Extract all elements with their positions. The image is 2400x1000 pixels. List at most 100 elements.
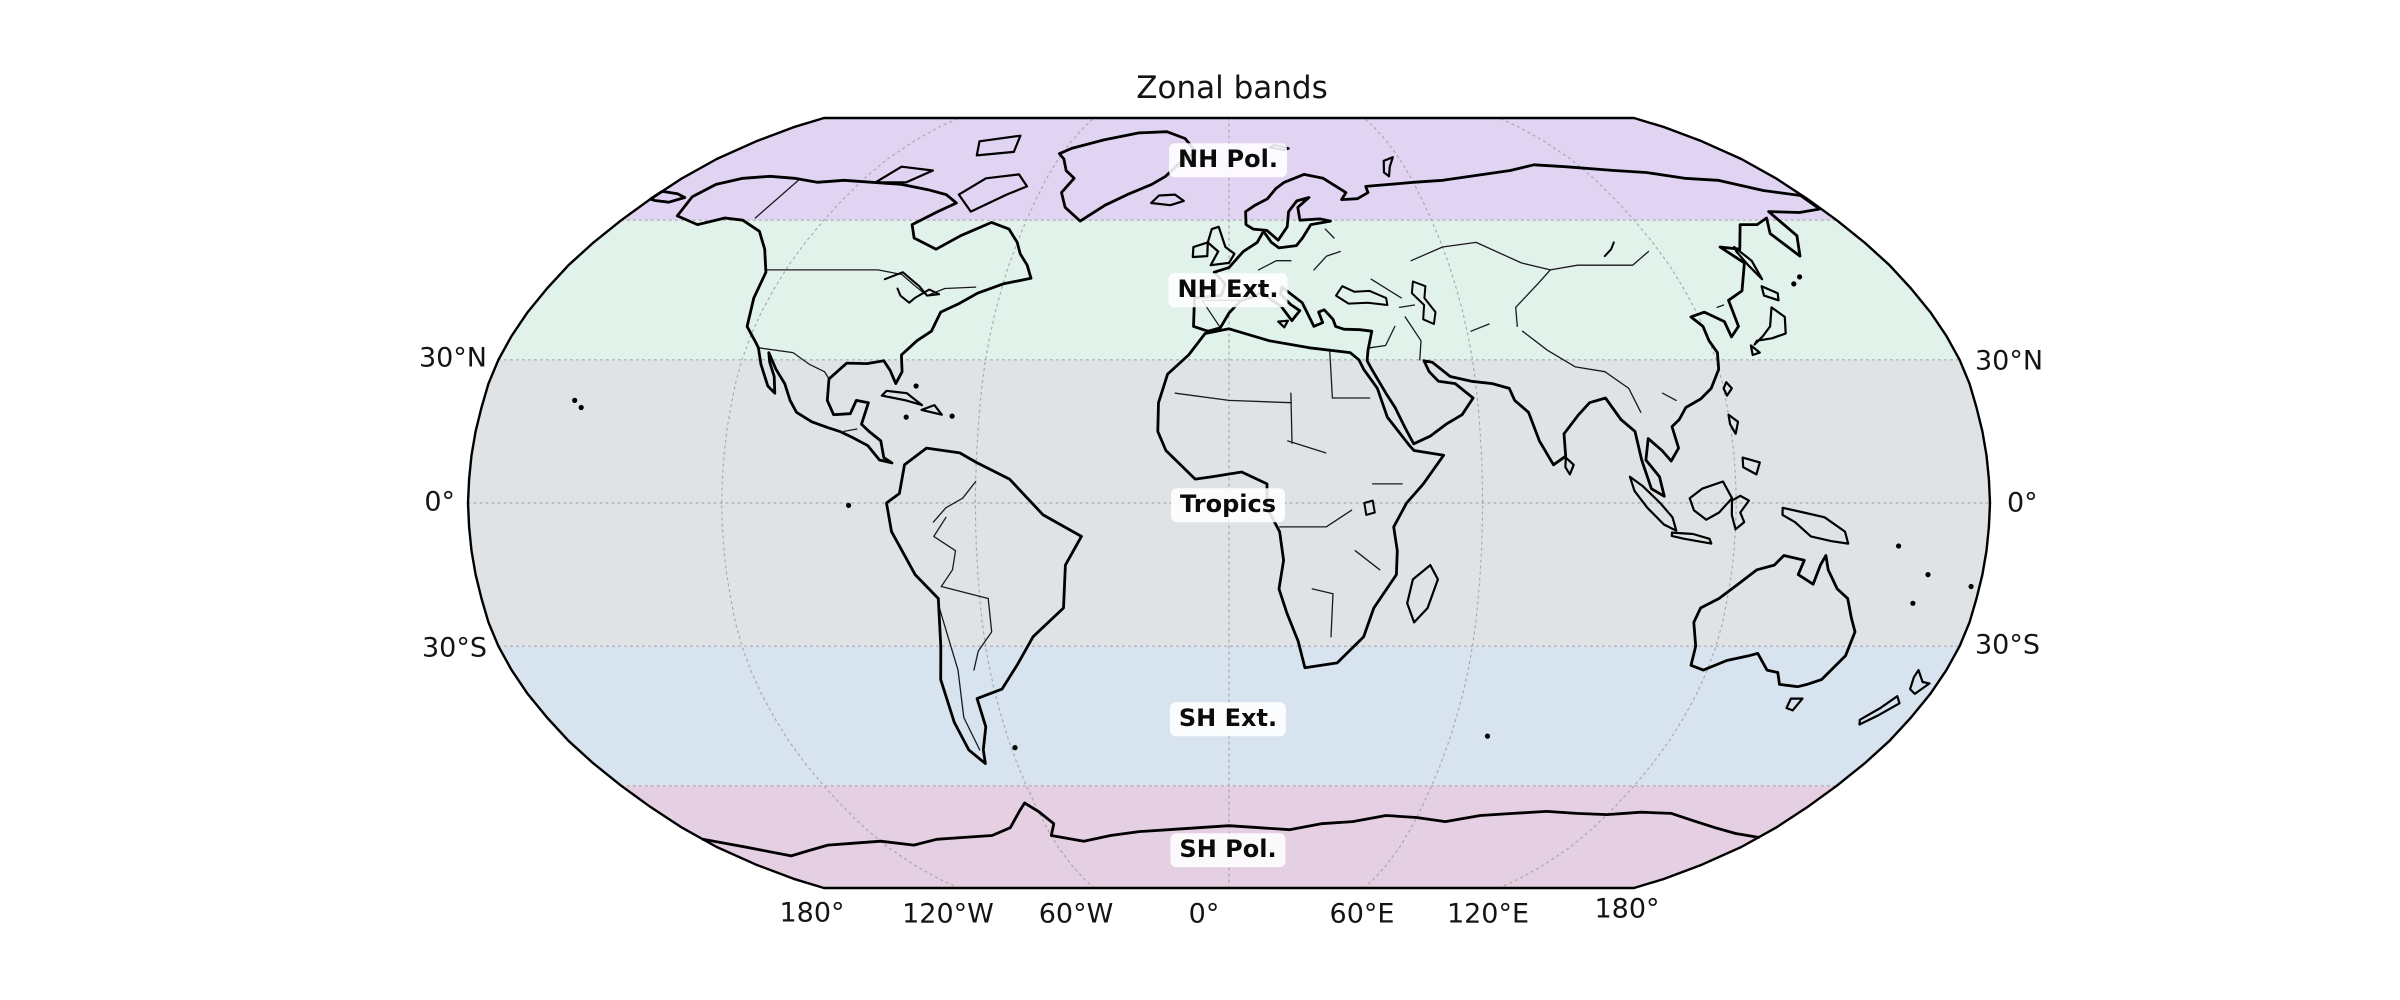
coastline bbox=[1406, 564, 1439, 624]
band-label-sh-ext: SH Ext. bbox=[1169, 702, 1287, 736]
meridian-gridline bbox=[721, 117, 960, 889]
map-boundary bbox=[466, 116, 1992, 890]
lat-tick-right-30n: 30°N bbox=[1975, 345, 2044, 377]
coastline bbox=[957, 173, 1029, 213]
graticule bbox=[467, 117, 1991, 889]
coastline bbox=[1628, 475, 1678, 532]
country-border bbox=[1369, 325, 1396, 349]
coastline bbox=[1730, 494, 1750, 531]
country-border bbox=[932, 480, 977, 523]
coastline bbox=[1753, 306, 1787, 346]
country-border bbox=[1404, 316, 1422, 361]
band-label-nh-ext: NH Ext. bbox=[1168, 273, 1288, 307]
coastline bbox=[1733, 245, 1764, 281]
island-dot bbox=[903, 414, 909, 420]
country-border bbox=[1279, 509, 1353, 528]
island-dot bbox=[578, 404, 584, 411]
meridian-gridline bbox=[1498, 117, 1737, 889]
small-islands bbox=[572, 274, 1974, 751]
coastline bbox=[1689, 554, 1857, 689]
country-border bbox=[973, 597, 993, 671]
island-dot bbox=[1968, 583, 1974, 590]
island-dot bbox=[1797, 274, 1803, 280]
coastline bbox=[1150, 193, 1185, 207]
coastline bbox=[1058, 130, 1198, 223]
country-border bbox=[1398, 304, 1416, 309]
country-border bbox=[938, 607, 981, 751]
lat-tick-right-0: 0° bbox=[2007, 487, 2038, 519]
coastline bbox=[1277, 319, 1289, 329]
coastline bbox=[1785, 697, 1804, 712]
country-border bbox=[1604, 371, 1642, 413]
inland-seas bbox=[883, 241, 1615, 516]
coastline bbox=[880, 389, 924, 407]
lake-outline bbox=[1410, 280, 1437, 325]
country-border bbox=[766, 269, 977, 297]
meridian-gridline bbox=[974, 117, 1095, 889]
lon-tick-180e: 180° bbox=[1594, 893, 1660, 925]
lon-tick-60w: 60°W bbox=[1038, 898, 1114, 930]
country-border bbox=[1521, 330, 1606, 373]
lat-tick-left-0: 0° bbox=[424, 486, 455, 518]
band-label-nh-pol: NH Pol. bbox=[1169, 143, 1287, 177]
figure-title: Zonal bands bbox=[1136, 70, 1328, 106]
coastline bbox=[1382, 156, 1394, 178]
lake-outline bbox=[1603, 241, 1615, 258]
country-border bbox=[1470, 323, 1490, 332]
lon-tick-120e: 120°E bbox=[1446, 898, 1530, 930]
island-dot bbox=[572, 397, 578, 403]
lon-tick-60e: 60°E bbox=[1329, 898, 1395, 930]
coastline bbox=[1688, 480, 1734, 521]
island-dot bbox=[846, 502, 852, 508]
coastline bbox=[1156, 327, 1445, 670]
country-border bbox=[933, 516, 957, 588]
coastline bbox=[701, 801, 1760, 858]
coastline bbox=[1760, 285, 1780, 302]
coastline bbox=[1741, 456, 1761, 476]
coastline bbox=[1858, 695, 1901, 726]
coastline bbox=[1909, 669, 1931, 695]
band-label-sh-pol: SH Pol. bbox=[1170, 833, 1286, 867]
island-dot bbox=[1896, 543, 1902, 549]
coastline bbox=[1192, 163, 1822, 498]
country-border bbox=[1174, 392, 1292, 404]
island-dot bbox=[1484, 733, 1491, 739]
coastline bbox=[1727, 413, 1740, 435]
country-border bbox=[1515, 269, 1551, 328]
meridian-gridline bbox=[1363, 117, 1484, 889]
country-border bbox=[1661, 392, 1677, 402]
country-border bbox=[940, 585, 989, 600]
country-border bbox=[1290, 392, 1293, 444]
country-border bbox=[754, 178, 801, 219]
island-dot bbox=[1925, 572, 1931, 578]
island-dot bbox=[1791, 281, 1797, 287]
band-label-tropics: Tropics bbox=[1171, 488, 1285, 522]
coastline bbox=[675, 174, 1033, 465]
coastline bbox=[920, 404, 943, 416]
country-border bbox=[1311, 588, 1334, 638]
island-dot bbox=[913, 383, 919, 389]
country-border bbox=[1287, 440, 1327, 454]
country-border bbox=[757, 347, 830, 380]
lat-tick-left-30n: 30°N bbox=[418, 342, 487, 374]
coastline bbox=[1781, 506, 1850, 545]
country-border bbox=[843, 428, 858, 433]
lat-tick-right-30s: 30°S bbox=[1975, 629, 2040, 661]
coastlines bbox=[648, 130, 1931, 858]
projection-outline bbox=[466, 116, 1992, 890]
island-dot bbox=[1910, 600, 1916, 606]
coastline bbox=[1722, 381, 1733, 397]
country-border bbox=[1324, 228, 1335, 239]
lake-outline bbox=[1363, 499, 1376, 516]
lon-tick-0: 0° bbox=[1188, 898, 1220, 930]
country-border bbox=[1329, 349, 1371, 399]
lon-tick-120w: 120°W bbox=[902, 898, 994, 930]
lon-tick-180w: 180° bbox=[779, 897, 845, 929]
coastline bbox=[874, 165, 934, 184]
coastline bbox=[975, 134, 1022, 157]
lake-outline bbox=[883, 271, 941, 304]
coastline bbox=[1670, 531, 1713, 545]
coastline bbox=[1206, 225, 1236, 267]
country-border bbox=[1716, 304, 1725, 309]
